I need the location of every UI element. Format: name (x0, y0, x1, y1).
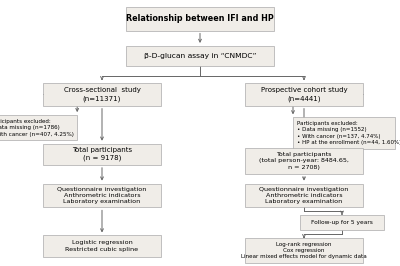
Text: Questionnaire investigation
Anthrometric indicators
Laboratory examination: Questionnaire investigation Anthrometric… (57, 187, 147, 204)
FancyBboxPatch shape (43, 83, 161, 106)
Text: Total participants
(n = 9178): Total participants (n = 9178) (72, 147, 132, 161)
FancyBboxPatch shape (245, 184, 363, 207)
Text: Participants excluded:
• Data missing (n=1786)
• With cancer (n=407, 4.25%): Participants excluded: • Data missing (n… (0, 119, 74, 136)
FancyBboxPatch shape (245, 83, 363, 106)
FancyBboxPatch shape (0, 115, 77, 140)
FancyBboxPatch shape (245, 238, 363, 263)
Text: Total participants
(total person-year: 8484.65,
n = 2708): Total participants (total person-year: 8… (259, 152, 349, 170)
Text: Follow-up for 5 years: Follow-up for 5 years (311, 220, 373, 225)
FancyBboxPatch shape (245, 148, 363, 174)
Text: β-D-glucan assay in “CNMDC”: β-D-glucan assay in “CNMDC” (144, 53, 256, 59)
FancyBboxPatch shape (43, 184, 161, 207)
FancyBboxPatch shape (126, 46, 274, 66)
Text: Cross-sectional  study
(n=11371): Cross-sectional study (n=11371) (64, 87, 140, 102)
Text: Questionnaire investigation
Anthrometric indicators
Laboratory examination: Questionnaire investigation Anthrometric… (259, 187, 349, 204)
Text: Log-rank regression
Cox regression
Linear mixed effects model for dynamic data: Log-rank regression Cox regression Linea… (241, 242, 367, 259)
Text: Prospective cohort study
(n=4441): Prospective cohort study (n=4441) (261, 87, 347, 102)
Text: Logistic regression
Restricted cubic spline: Logistic regression Restricted cubic spl… (66, 240, 138, 252)
FancyBboxPatch shape (293, 117, 395, 149)
Text: Participants excluded:
• Data missing (n=1552)
• With cancer (n=137, 4.74%)
• HP: Participants excluded: • Data missing (n… (297, 121, 400, 145)
FancyBboxPatch shape (300, 215, 384, 230)
FancyBboxPatch shape (43, 144, 161, 165)
FancyBboxPatch shape (126, 7, 274, 31)
Text: Relationship between IFI and HP: Relationship between IFI and HP (126, 14, 274, 23)
FancyBboxPatch shape (43, 235, 161, 257)
